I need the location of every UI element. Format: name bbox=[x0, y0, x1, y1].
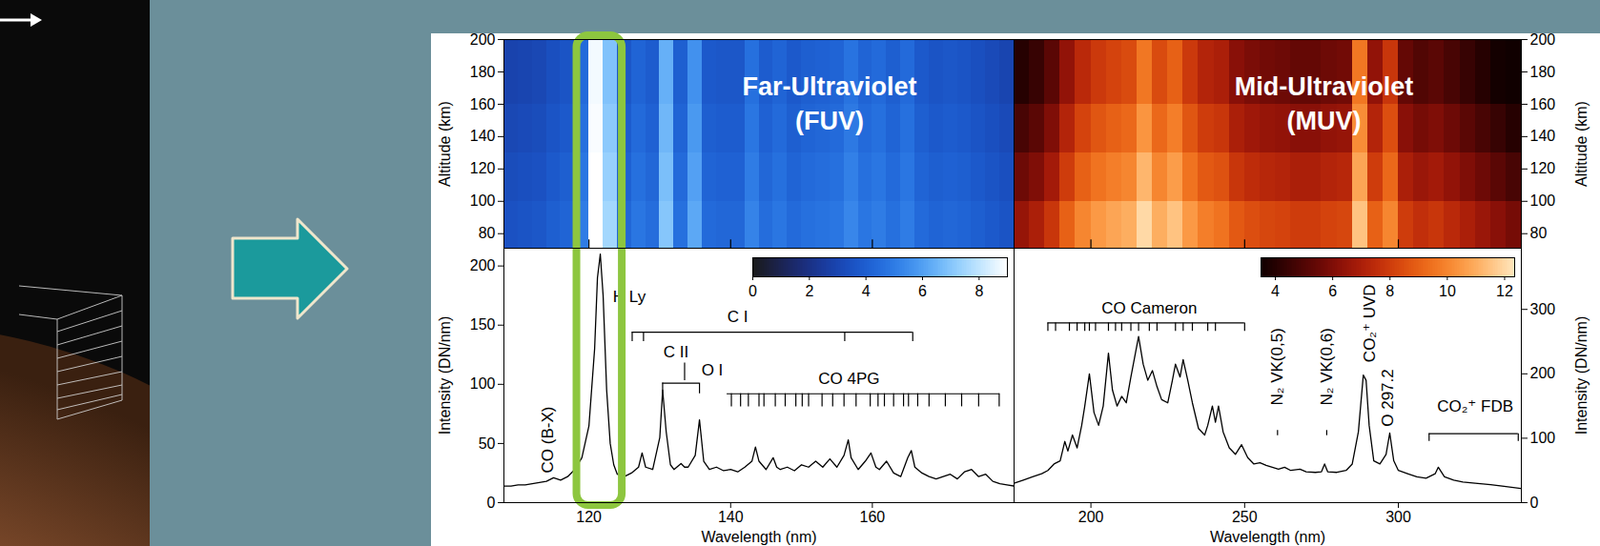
svg-text:100: 100 bbox=[470, 375, 496, 392]
svg-text:2: 2 bbox=[804, 283, 814, 300]
svg-text:120: 120 bbox=[575, 509, 602, 526]
svg-text:N₂ VK(0,5): N₂ VK(0,5) bbox=[1268, 328, 1287, 406]
svg-text:80: 80 bbox=[478, 225, 496, 242]
svg-text:200: 200 bbox=[470, 31, 496, 48]
svg-text:8: 8 bbox=[974, 283, 984, 300]
svg-text:0: 0 bbox=[487, 494, 496, 512]
svg-text:O 297.2: O 297.2 bbox=[1378, 369, 1397, 428]
svg-text:4: 4 bbox=[861, 283, 871, 300]
svg-text:4: 4 bbox=[1271, 283, 1280, 300]
svg-text:CO Cameron: CO Cameron bbox=[1101, 299, 1197, 318]
svg-text:Intensity (DN/nm): Intensity (DN/nm) bbox=[1573, 316, 1590, 435]
svg-text:Altitude (km): Altitude (km) bbox=[436, 101, 453, 187]
svg-text:0: 0 bbox=[1530, 494, 1539, 512]
svg-text:0: 0 bbox=[748, 283, 758, 300]
svg-text:H Ly: H Ly bbox=[613, 287, 647, 307]
svg-text:N₂ VK(0,6): N₂ VK(0,6) bbox=[1317, 328, 1336, 406]
svg-text:12: 12 bbox=[1496, 283, 1514, 300]
svg-text:140: 140 bbox=[470, 127, 496, 144]
svg-text:250: 250 bbox=[1231, 509, 1258, 526]
svg-text:50: 50 bbox=[478, 435, 496, 452]
svg-text:O I: O I bbox=[701, 361, 724, 380]
svg-text:Intensity (DN/nm): Intensity (DN/nm) bbox=[436, 316, 453, 435]
svg-text:CO 4PG: CO 4PG bbox=[818, 369, 880, 389]
svg-text:180: 180 bbox=[1530, 63, 1557, 81]
svg-text:160: 160 bbox=[860, 509, 886, 526]
svg-text:CO₂⁺ UVD: CO₂⁺ UVD bbox=[1360, 284, 1379, 363]
svg-text:200: 200 bbox=[1078, 509, 1105, 526]
svg-text:200: 200 bbox=[470, 257, 496, 274]
svg-text:100: 100 bbox=[470, 192, 496, 209]
svg-text:300: 300 bbox=[1385, 509, 1412, 526]
svg-text:CO₂⁺ FDB: CO₂⁺ FDB bbox=[1436, 397, 1514, 416]
svg-text:150: 150 bbox=[470, 316, 496, 333]
svg-text:Far-Ultraviolet(FUV): Far-Ultraviolet(FUV) bbox=[741, 72, 917, 135]
svg-text:CO (B-X): CO (B-X) bbox=[538, 407, 557, 474]
svg-text:Wavelength (nm): Wavelength (nm) bbox=[700, 529, 817, 546]
svg-text:180: 180 bbox=[470, 63, 496, 81]
svg-text:120: 120 bbox=[470, 160, 496, 177]
svg-text:100: 100 bbox=[1530, 430, 1557, 447]
svg-text:160: 160 bbox=[1530, 96, 1557, 113]
svg-text:6: 6 bbox=[918, 283, 927, 300]
svg-text:200: 200 bbox=[1530, 31, 1557, 48]
svg-text:160: 160 bbox=[470, 96, 496, 113]
svg-text:Wavelength (nm): Wavelength (nm) bbox=[1210, 529, 1326, 546]
svg-text:C II: C II bbox=[663, 343, 689, 362]
svg-text:200: 200 bbox=[1530, 365, 1557, 382]
svg-text:6: 6 bbox=[1328, 283, 1337, 300]
svg-text:120: 120 bbox=[1530, 160, 1557, 177]
svg-text:140: 140 bbox=[717, 509, 744, 526]
svg-text:Mid-Ultraviolet(MUV): Mid-Ultraviolet(MUV) bbox=[1234, 72, 1415, 135]
svg-text:Altitude (km): Altitude (km) bbox=[1573, 101, 1590, 187]
svg-text:C I: C I bbox=[727, 307, 749, 327]
svg-text:80: 80 bbox=[1530, 225, 1548, 242]
svg-text:140: 140 bbox=[1530, 127, 1557, 144]
svg-text:100: 100 bbox=[1530, 192, 1557, 209]
svg-text:10: 10 bbox=[1438, 283, 1457, 300]
svg-text:8: 8 bbox=[1385, 283, 1395, 300]
svg-text:300: 300 bbox=[1530, 301, 1557, 318]
